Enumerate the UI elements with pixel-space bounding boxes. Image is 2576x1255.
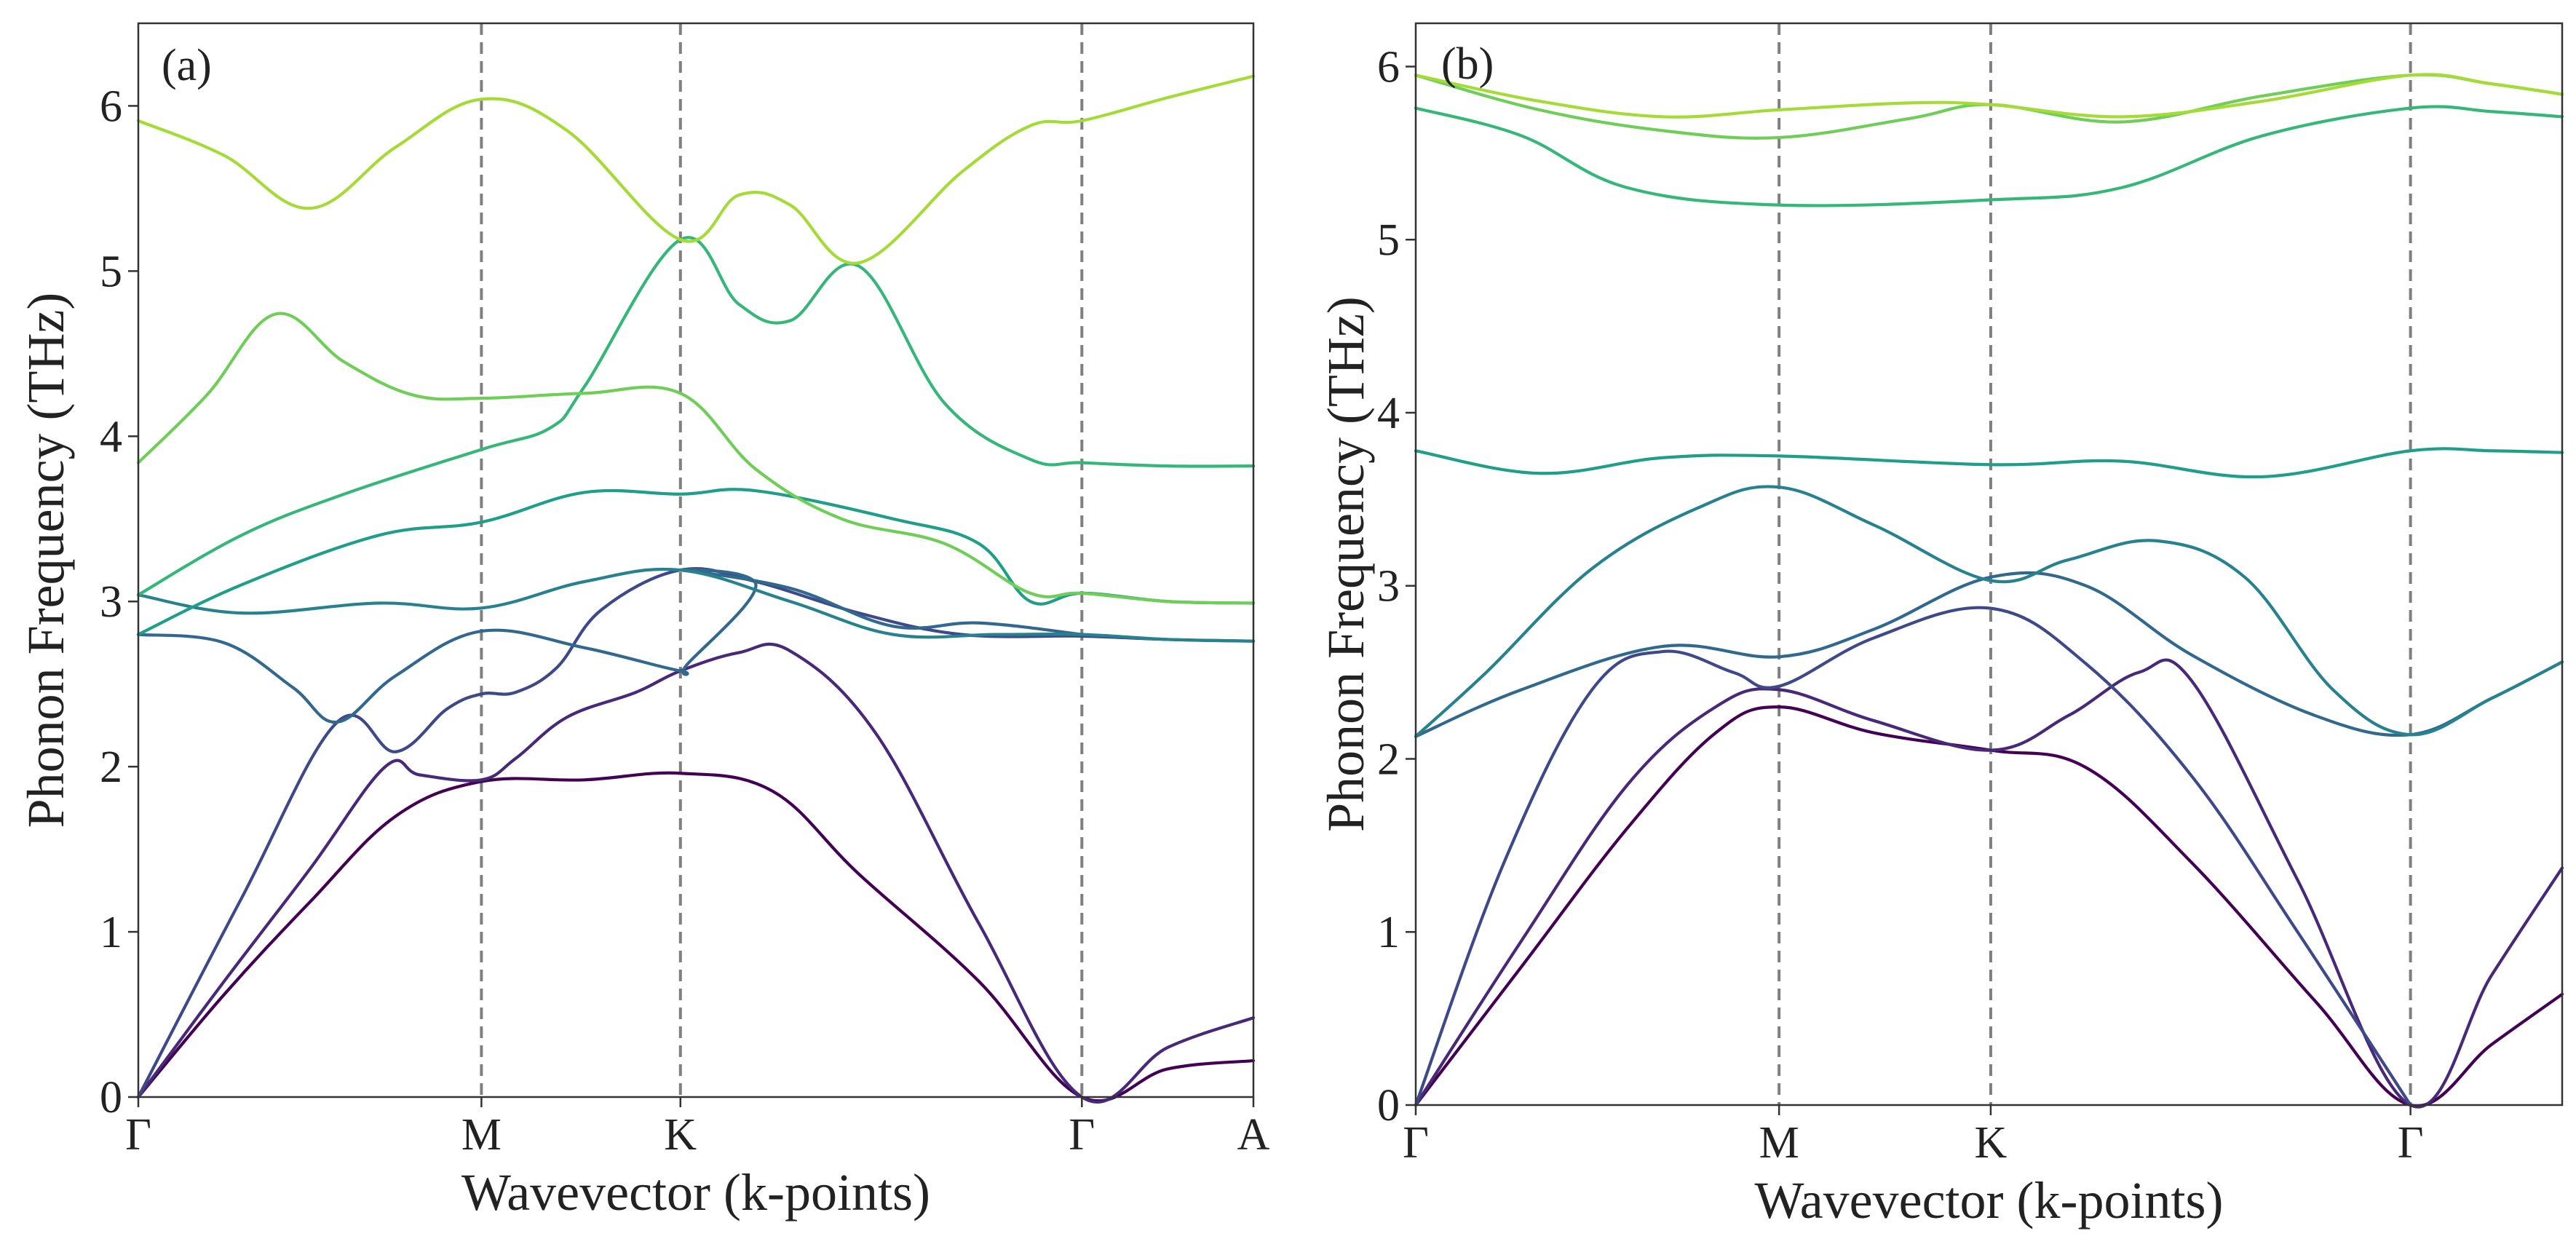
plot-area — [138, 23, 1253, 1097]
x-tick-label: Γ — [1403, 1118, 1429, 1168]
phonon-band-2 — [136, 642, 1256, 1104]
x-tick-label: K — [1975, 1118, 2008, 1168]
y-tick-label: 1 — [100, 908, 122, 957]
y-axis-title: Phonon Frequency (THz) — [17, 293, 75, 828]
y-axis-title: Phonon Frequency (THz) — [1317, 296, 1375, 832]
phonon-band-4 — [136, 568, 1084, 724]
y-tick-label: 3 — [100, 577, 122, 627]
phonon-band-7 — [136, 236, 1256, 597]
y-tick-label: 3 — [1377, 562, 1400, 611]
y-tick-label: 0 — [100, 1073, 122, 1123]
x-axis-title: Wavevector (k-points) — [461, 1163, 930, 1222]
plot-frame — [137, 22, 1255, 1098]
y-tick-label: 4 — [100, 412, 122, 462]
y-tick-label: 5 — [100, 247, 122, 296]
phonon-band-8 — [136, 312, 1256, 605]
phonon-band-9 — [1414, 73, 2564, 119]
plot-area — [1416, 23, 2562, 1105]
x-tick-label: K — [664, 1110, 697, 1160]
panel-a: 0 1 2 3 4 5 6 Γ M K Γ A Wavevector (k-points) Phonon … — [17, 22, 1270, 1222]
x-tick-label: M — [461, 1110, 502, 1160]
y-tick-label: 4 — [1377, 389, 1400, 438]
x-tick-label: Γ — [2398, 1118, 2424, 1168]
y-tick-label: 2 — [100, 743, 122, 792]
x-tick-label: Γ — [125, 1110, 151, 1160]
phonon-band-3 — [1414, 606, 2412, 1107]
phonon-band-3 — [136, 567, 1256, 1099]
phonon-band-5 — [136, 567, 1256, 643]
y-tick-label: 6 — [1377, 42, 1400, 92]
panel-label: (a) — [162, 41, 212, 90]
panel-label: (b) — [1441, 39, 1494, 89]
x-tick-label: Γ — [1069, 1110, 1095, 1160]
x-tick-label: A — [1237, 1110, 1270, 1160]
y-tick-label: 2 — [1377, 735, 1400, 784]
y-tick-label: 5 — [1377, 215, 1400, 265]
panel-b: 0 1 2 3 4 5 6 Γ M K Γ Wavevector (k-points) Phonon F… — [1317, 22, 2564, 1230]
x-axis-title: Wavevector (k-points) — [1755, 1171, 2224, 1230]
phonon-band-9 — [136, 74, 1256, 265]
y-tick-label: 6 — [100, 82, 122, 131]
plot-frame — [1414, 22, 2564, 1106]
x-tick-label: M — [1759, 1118, 1799, 1168]
y-tick-label: 1 — [1377, 908, 1400, 957]
phonon-band-7 — [1414, 105, 2564, 207]
phonon-band-5 — [1414, 485, 2564, 738]
y-tick-label: 0 — [1377, 1081, 1400, 1131]
phonon-band-6 — [1414, 447, 2564, 479]
